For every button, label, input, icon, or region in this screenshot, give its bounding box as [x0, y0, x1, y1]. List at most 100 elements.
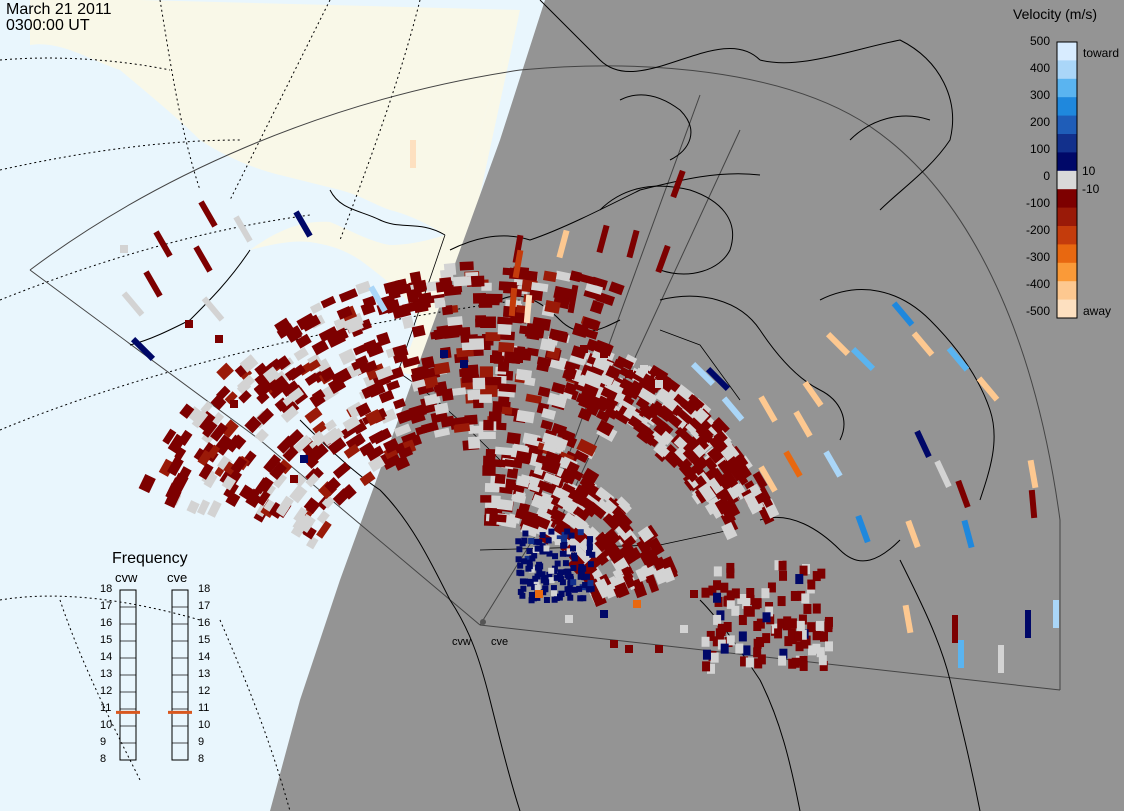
velocity-cell	[543, 270, 557, 283]
velocity-cell	[517, 588, 524, 595]
velocity-cell	[713, 614, 722, 625]
velocity-cell	[594, 340, 614, 357]
velocity-cell	[778, 560, 787, 571]
velocity-cell	[783, 450, 803, 478]
velocity-cell	[224, 391, 238, 405]
colorbar-tick: -300	[1025, 250, 1050, 264]
velocity-cell	[824, 641, 833, 652]
velocity-cell	[453, 422, 471, 433]
velocity-cell	[220, 419, 239, 439]
velocity-cell	[557, 569, 564, 576]
velocity-cell	[779, 648, 788, 659]
velocity-cell	[757, 654, 766, 665]
velocity-cell	[758, 465, 778, 493]
velocity-cell	[528, 538, 535, 545]
velocity-cell	[573, 449, 589, 463]
velocity-cell	[825, 331, 851, 357]
velocity-cell	[367, 455, 386, 473]
velocity-cell	[565, 589, 572, 596]
velocity-cell	[635, 567, 649, 583]
velocity-cell	[534, 545, 541, 552]
velocity-cell	[502, 267, 515, 276]
velocity-cell	[304, 406, 323, 424]
frequency-scale-label: 16	[100, 617, 113, 629]
velocity-cell	[807, 645, 816, 656]
velocity-cell	[815, 620, 824, 631]
velocity-cell	[519, 592, 526, 599]
velocity-cell	[559, 550, 566, 557]
velocity-cell	[586, 544, 593, 551]
velocity-cell	[812, 603, 821, 614]
velocity-cells	[120, 140, 1059, 674]
velocity-cell	[617, 499, 632, 514]
velocity-cell	[705, 366, 731, 392]
velocity-cell	[545, 576, 552, 583]
velocity-cell	[717, 488, 732, 504]
velocity-cell	[777, 618, 786, 629]
velocity-cell	[296, 312, 317, 331]
velocity-cell	[167, 433, 186, 454]
colorbar-swatch	[1057, 281, 1077, 301]
velocity-cell	[746, 588, 755, 599]
velocity-cell	[497, 323, 512, 336]
velocity-cell	[762, 633, 771, 644]
velocity-cell	[707, 446, 725, 464]
velocity-cell	[799, 565, 808, 576]
velocity-cell	[524, 555, 531, 562]
velocity-cell	[563, 367, 577, 380]
velocity-cell	[934, 460, 952, 488]
colorbar-swatch	[1057, 134, 1077, 153]
velocity-cell	[512, 234, 524, 264]
graticule	[0, 0, 521, 811]
velocity-cell	[551, 565, 558, 572]
velocity-cell	[587, 561, 594, 568]
velocity-cell	[600, 350, 608, 358]
velocity-cell	[506, 467, 519, 479]
velocity-cell	[480, 495, 492, 503]
velocity-cell	[216, 362, 234, 381]
velocity-cell	[735, 643, 744, 654]
velocity-cell	[528, 592, 535, 599]
velocity-cell	[375, 365, 394, 381]
velocity-cell	[742, 598, 751, 609]
velocity-cell	[557, 429, 576, 442]
frequency-scale-label: 12	[100, 685, 113, 697]
velocity-cell	[515, 355, 523, 363]
velocity-cell	[292, 473, 307, 488]
velocity-cell	[762, 612, 771, 623]
colorbar-swatch	[1057, 207, 1077, 227]
velocity-cell	[625, 645, 633, 653]
velocity-cell	[359, 471, 376, 487]
velocity-cell	[552, 553, 559, 560]
velocity-cell	[508, 287, 518, 317]
velocity-cell	[392, 398, 406, 410]
velocity-cell	[268, 375, 290, 396]
velocity-cell	[482, 465, 496, 476]
colorbar-tick: -100	[1025, 196, 1050, 210]
velocity-cell	[580, 595, 587, 602]
radar-label-cvw: cvw	[452, 636, 471, 648]
velocity-cell	[795, 641, 804, 652]
velocity-cell	[720, 582, 729, 593]
velocity-cell	[655, 380, 663, 388]
velocity-cell	[143, 270, 163, 298]
velocity-cell	[498, 342, 515, 353]
velocity-cell	[587, 536, 594, 543]
velocity-cell	[196, 410, 216, 432]
velocity-cell	[504, 459, 523, 469]
velocity-cell	[701, 636, 710, 647]
velocity-cell	[555, 270, 572, 282]
velocity-cell	[536, 561, 543, 568]
velocity-cell	[677, 409, 694, 425]
velocity-cell	[396, 409, 414, 425]
velocity-cell	[599, 573, 612, 588]
velocity-cell	[526, 563, 533, 570]
velocity-cell	[743, 606, 752, 617]
colorbar-swatch	[1057, 262, 1077, 282]
velocity-cell	[484, 483, 500, 493]
velocity-cell	[364, 360, 378, 373]
velocity-cell	[552, 486, 568, 501]
velocity-cell	[577, 573, 584, 580]
velocity-cell	[565, 615, 573, 623]
frequency-scale-label: 10	[198, 719, 211, 731]
